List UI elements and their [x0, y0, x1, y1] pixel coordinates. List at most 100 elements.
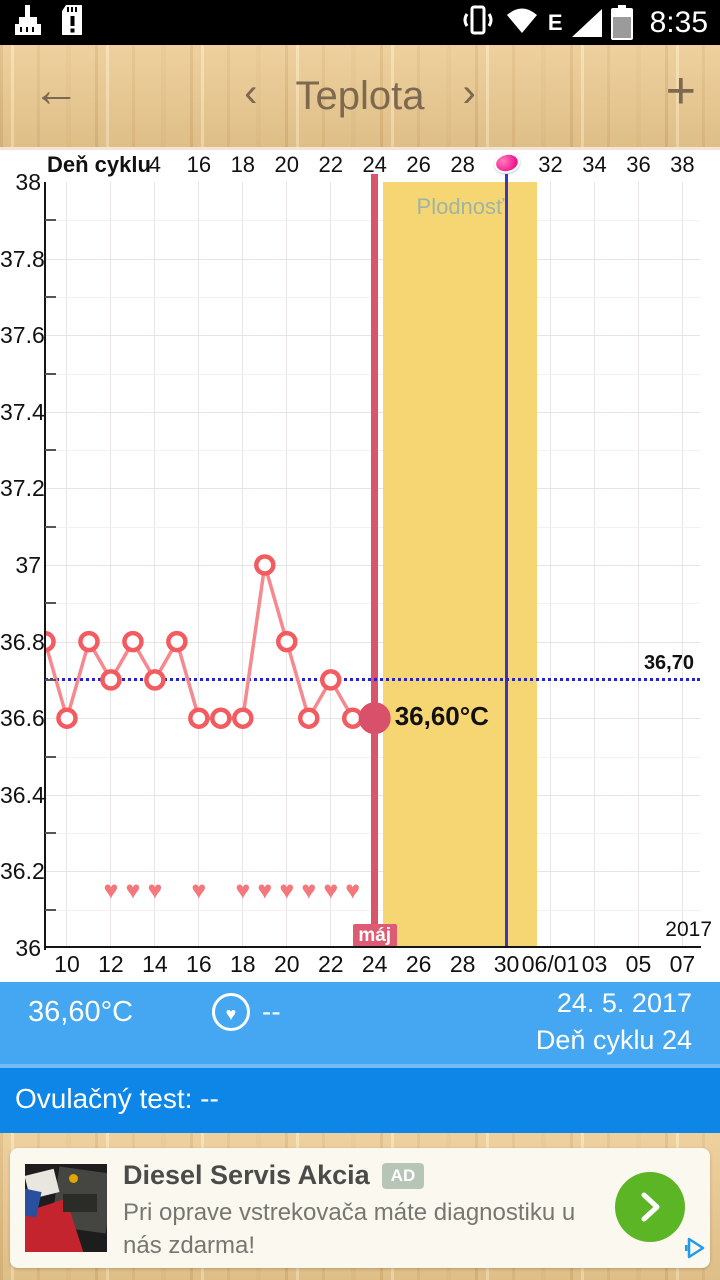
y-axis-minor-tick [45, 372, 56, 375]
cycle-day-line-stub [371, 174, 379, 183]
bottom-axis-tick: 24 [361, 951, 388, 977]
plot-area[interactable]: Plodnosť 36,70 36,60°C ♥ ♥ ♥ ♥ ♥ ♥ ♥ ♥ ♥ ♥ máj [45, 182, 700, 948]
month-marker: máj [352, 924, 397, 947]
bottom-axis-tick: 28 [449, 951, 476, 977]
top-axis-tick: 36 [626, 152, 651, 177]
x-axis-line [44, 946, 701, 948]
bottom-axis-tick: 10 [54, 951, 80, 977]
cycle-day-label: Deň cyklu 24 [535, 1025, 692, 1055]
chart-section: Deň cyklu 4 16 18 20 22 24 26 28 32 34 36 38 Plodno… [0, 150, 720, 982]
year-label: 2017 [665, 918, 712, 941]
top-axis-tick: 20 [274, 152, 299, 177]
sdcard-alert-icon [58, 3, 86, 42]
temperature-point [56, 707, 78, 729]
bottom-axis-tick: 26 [405, 951, 432, 977]
next-cycle-button[interactable]: › [462, 70, 476, 115]
top-axis-tick: 22 [318, 152, 343, 177]
coverline-label: 36,70 [643, 651, 694, 674]
y-axis-tick: 36.4 [0, 781, 45, 808]
temperature-point [276, 630, 298, 653]
app-header: ← ‹ Teplota › + [0, 45, 720, 150]
temperature-point [100, 669, 122, 691]
temperature-point [166, 630, 188, 653]
footer: Diesel Servis Akcia AD Pri oprave vstrek… [0, 1133, 720, 1280]
temperature-point [232, 707, 254, 729]
bottom-axis-tick: 07 [669, 951, 696, 977]
fertile-window-label: Plodnosť [416, 194, 505, 219]
fertile-window-band [383, 182, 538, 948]
bottom-axis-tick: 20 [273, 951, 300, 977]
ovulation-test-bar: Ovulačný test: -- [0, 1068, 720, 1133]
y-axis-minor-tick [45, 295, 56, 298]
top-axis-title: Deň cyklu [47, 152, 151, 177]
intercourse-heart-icon: ♥ [301, 876, 317, 905]
y-axis-line [44, 182, 46, 950]
temperature-point [341, 707, 364, 729]
intercourse-heart-icon: ♥ [147, 876, 163, 905]
ovulation-egg-icon [491, 150, 522, 176]
back-button[interactable]: ← [32, 64, 80, 117]
top-axis-tick: 26 [406, 152, 431, 177]
clean-icon [12, 3, 44, 42]
wifi-icon [505, 6, 539, 39]
ovulation-line [505, 182, 509, 948]
bottom-axis-tick: 12 [98, 951, 124, 977]
bottom-axis-tick: 16 [186, 951, 212, 977]
temperature-point [319, 669, 342, 691]
ad-cta-button[interactable] [615, 1172, 685, 1242]
top-axis-tick: 32 [538, 152, 563, 177]
bottom-axis-tick: 03 [581, 951, 608, 977]
y-axis-minor-tick [45, 449, 56, 452]
y-axis-tick: 36.8 [0, 628, 45, 655]
date-label: 24. 5. 2017 [556, 988, 692, 1018]
mood-value: -- [262, 996, 281, 1027]
current-temperature-point [358, 702, 391, 735]
current-temperature-label: 36,60°C [394, 701, 489, 732]
intercourse-heart-icon: ♥ [125, 876, 141, 905]
temperature-point [254, 554, 276, 576]
ad-banner[interactable]: Diesel Servis Akcia AD Pri oprave vstrek… [10, 1148, 710, 1268]
temperature-point [144, 669, 166, 691]
bottom-axis-tick: 22 [317, 951, 344, 977]
bottom-axis-tick: 06/01 [521, 951, 580, 977]
adchoices-icon[interactable] [682, 1235, 708, 1266]
y-axis-tick: 37 [15, 552, 41, 578]
chevron-right-icon [641, 1192, 660, 1222]
vibrate-icon [460, 4, 496, 41]
intercourse-heart-icon: ♥ [345, 876, 361, 905]
ovulation-test-label: Ovulačný test: -- [15, 1083, 219, 1114]
top-axis-tick: 28 [450, 152, 475, 177]
prev-cycle-button[interactable]: ‹ [244, 70, 258, 115]
top-axis-tick: 34 [582, 152, 607, 177]
bottom-axis-tick: 30 [493, 951, 520, 977]
y-axis-tick: 36.2 [0, 858, 45, 885]
temperature-point [45, 630, 56, 653]
bottom-axis-tick: 14 [142, 951, 168, 977]
coverline [45, 678, 700, 682]
y-axis-tick: 37.2 [0, 475, 45, 502]
intercourse-heart-icon: ♥ [235, 876, 251, 905]
network-type-label: E [547, 9, 563, 35]
temperature-point [188, 707, 210, 729]
intercourse-heart-icon: ♥ [191, 876, 207, 905]
add-entry-button[interactable]: + [665, 62, 696, 120]
top-axis: Deň cyklu 4 16 18 20 22 24 26 28 32 34 36 38 [0, 150, 720, 180]
page-title: Teplota [295, 73, 425, 118]
y-axis-minor-tick [45, 755, 56, 758]
status-bar: E 8:35 [0, 0, 720, 45]
y-axis-minor-tick [45, 525, 56, 528]
heart-circle-icon: ♥ [212, 993, 250, 1031]
info-panel: 36,60°C ♥ -- 24. 5. 2017 Deň cyklu 24 [0, 982, 720, 1068]
y-axis-minor-tick [45, 908, 56, 911]
bottom-axis: 10 12 14 16 18 20 22 24 26 28 30 06/01 03 05 07 [0, 948, 720, 982]
y-axis-tick: 37.4 [0, 398, 45, 425]
top-axis-tick: 38 [670, 152, 695, 177]
ovulation-line-stub [505, 174, 509, 183]
bottom-axis-tick: 05 [625, 951, 652, 977]
ad-badge: AD [381, 1162, 425, 1189]
y-axis-minor-tick [45, 602, 56, 605]
ad-body-text: Pri oprave vstrekovača máte diagnostiku … [123, 1199, 576, 1259]
top-axis-tick: 16 [186, 152, 212, 177]
intercourse-heart-icon: ♥ [279, 876, 295, 905]
temperature-point [122, 630, 144, 653]
